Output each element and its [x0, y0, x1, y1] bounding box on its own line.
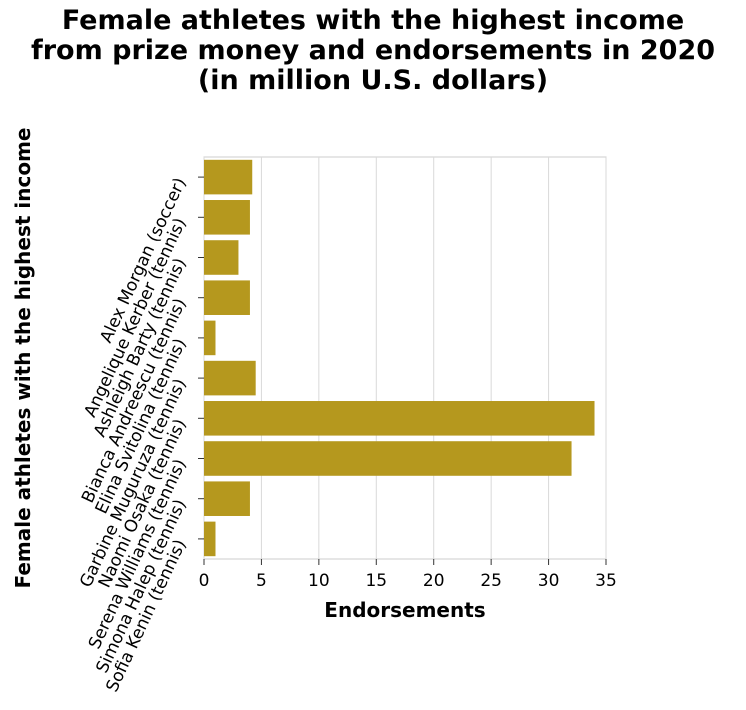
y-axis-title: Female athletes with the highest income: [11, 128, 35, 589]
bar-2[interactable]: [204, 240, 239, 275]
y-axis-ticks: Alex Morgan (soccer)Angelique Kerber (te…: [76, 175, 204, 695]
bar-3[interactable]: [204, 280, 250, 315]
x-tick-label-4: 20: [423, 571, 445, 591]
x-tick-label-2: 10: [308, 571, 330, 591]
x-tick-label-6: 30: [538, 571, 560, 591]
bar-0[interactable]: [204, 159, 253, 195]
bar-5[interactable]: [204, 360, 256, 396]
chart-title: Female athletes with the highest income …: [0, 6, 746, 96]
x-tick-label-0: 0: [199, 571, 210, 591]
x-tick-label-7: 35: [595, 571, 617, 591]
bar-9[interactable]: [204, 521, 216, 557]
x-tick-label-1: 5: [256, 571, 267, 591]
bars: [204, 159, 595, 557]
bar-7[interactable]: [204, 441, 572, 476]
x-axis-ticks: 0 5 10 15 20 25 30 35: [199, 559, 617, 591]
x-axis-title: Endorsements: [324, 598, 485, 622]
chart-title-line-2: from prize money and endorsements in 202…: [30, 35, 716, 66]
bar-8[interactable]: [204, 481, 250, 516]
x-tick-label-5: 25: [480, 571, 502, 591]
bar-1[interactable]: [204, 200, 250, 235]
bar-6[interactable]: [204, 401, 595, 436]
chart-title-line-3: (in million U.S. dollars): [197, 65, 549, 96]
chart-title-line-1: Female athletes with the highest income: [61, 5, 685, 36]
bar-4[interactable]: [204, 320, 216, 356]
x-tick-label-3: 15: [365, 571, 387, 591]
plot-area: [203, 156, 607, 560]
